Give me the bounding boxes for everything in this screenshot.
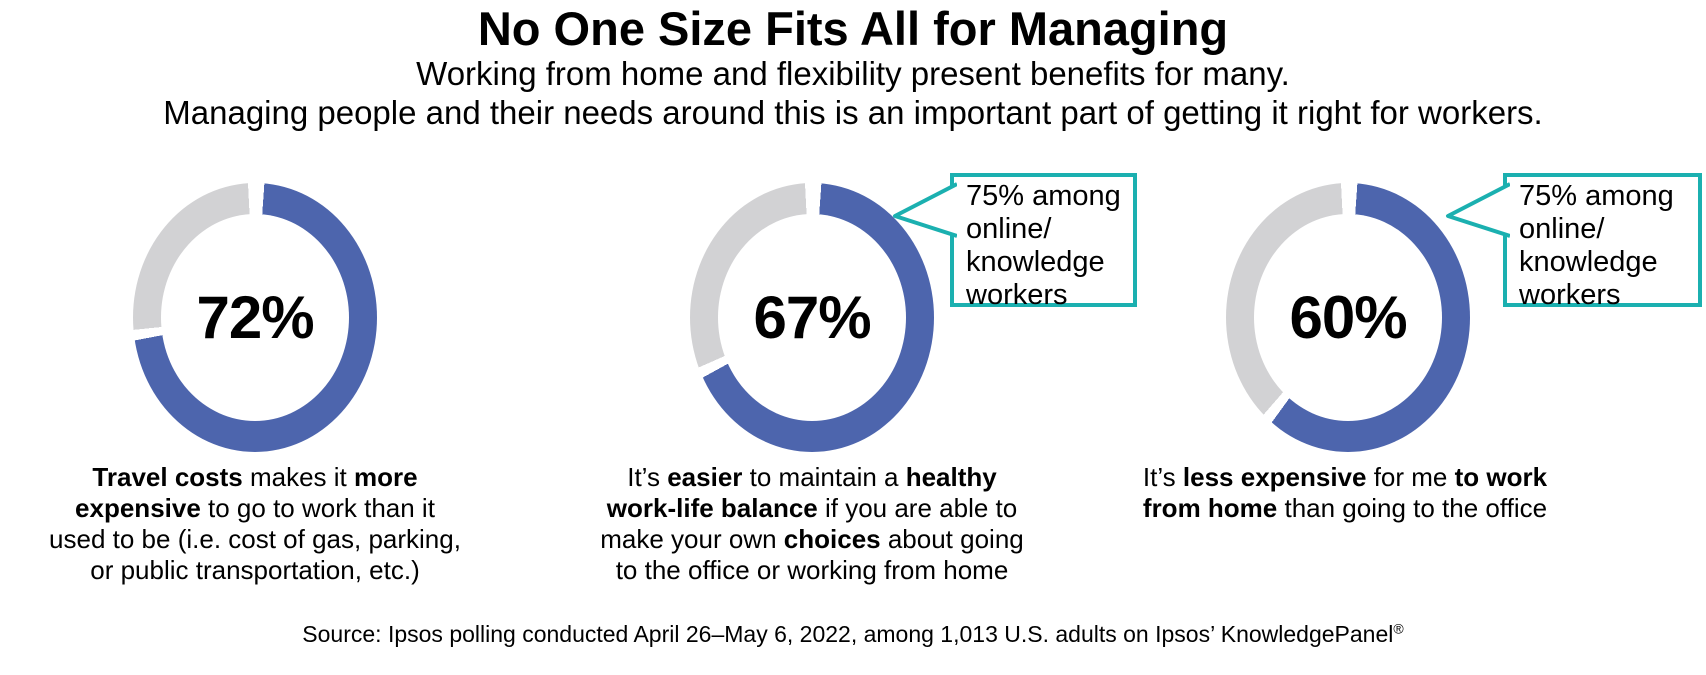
page-subtitle: Working from home and flexibility presen… <box>0 54 1706 132</box>
donut-hole: 60% <box>1254 214 1442 421</box>
callout-knowledge-workers-2: 75% among online/knowledge workers <box>1503 173 1702 311</box>
page-title: No One Size Fits All for Managing <box>477 2 1229 55</box>
donut-chart-travel-costs: 72% <box>133 183 377 452</box>
callout-knowledge-workers-1: 75% among online/knowledge workers <box>950 173 1137 311</box>
subtitle-line-2: Managing people and their needs around t… <box>163 94 1543 131</box>
donut-chart-less-expensive: 60% <box>1226 183 1470 452</box>
source-note: Source: Ipsos polling conducted April 26… <box>0 621 1706 648</box>
source-text: Source: Ipsos polling conducted April 26… <box>302 621 1394 647</box>
callout-pointer-1 <box>893 182 957 238</box>
donut-percent-label: 60% <box>1289 284 1407 351</box>
donut-caption-work-life-balance: It’s easier to maintain a healthy work-li… <box>600 462 1024 585</box>
donut-chart-work-life-balance: 67% <box>690 183 934 452</box>
subtitle-line-1: Working from home and flexibility presen… <box>416 55 1290 92</box>
callout-pointer-2 <box>1446 182 1510 238</box>
donut-caption-less-expensive: It’s less expensive for me to work from h… <box>1142 462 1548 523</box>
donut-hole: 72% <box>161 214 349 421</box>
donut-caption-travel-costs: Travel costs makes it more expensive to g… <box>49 462 461 585</box>
donut-hole: 67% <box>718 214 906 421</box>
donut-percent-label: 72% <box>196 284 314 351</box>
donut-percent-label: 67% <box>753 284 871 351</box>
registered-trademark-symbol: ® <box>1393 620 1404 637</box>
